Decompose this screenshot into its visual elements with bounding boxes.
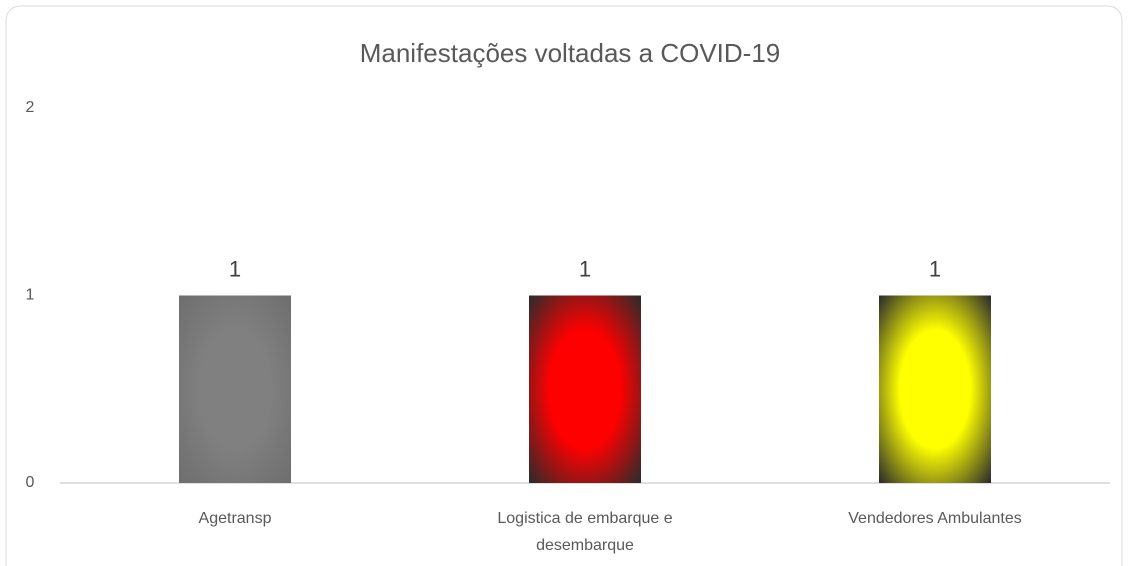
y-tick-label: 0 [26,474,35,491]
data-label: 1 [579,256,591,281]
x-tick-label: Agetransp [198,510,272,527]
x-tick-label: Logistica de embarque e desembarque [497,510,673,554]
bar [529,295,641,483]
bar [879,295,991,483]
data-label: 1 [929,256,941,281]
data-label: 1 [229,256,241,281]
x-tick-label: Vendedores Ambulantes [848,510,1022,527]
y-tick-label: 2 [26,99,35,116]
chart-title: Manifestações voltadas a COVID-19 [360,38,781,68]
y-tick-label: 1 [26,287,35,304]
bar [179,295,291,483]
